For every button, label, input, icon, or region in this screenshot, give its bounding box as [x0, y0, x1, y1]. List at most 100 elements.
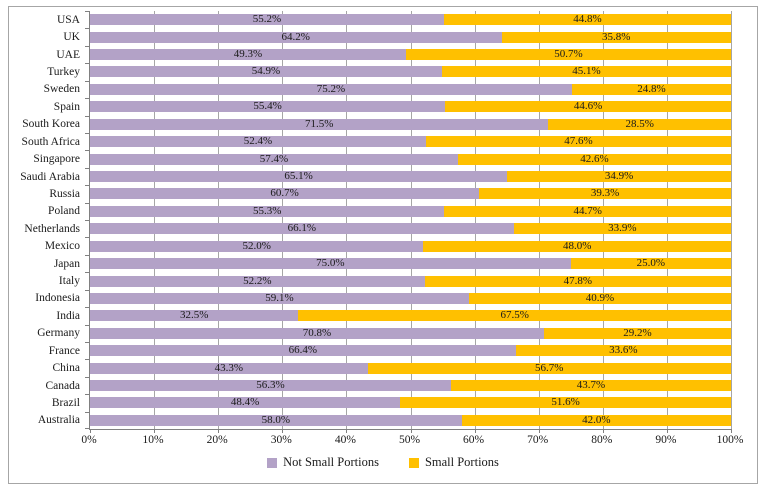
bar-value-label: 60.7% — [270, 187, 299, 200]
gridline — [731, 11, 732, 429]
bar-value-label: 39.3% — [590, 187, 620, 200]
y-axis-tick — [85, 324, 89, 326]
x-axis-tick — [346, 429, 348, 433]
bar-value-label: 25.0% — [636, 257, 666, 270]
bar-value-label: 56.7% — [535, 361, 564, 374]
bar-segment-not-small-portions: 54.9% — [90, 66, 442, 78]
bar-track: 43.3% 56.7% — [90, 361, 731, 374]
bar-value-label: 48.0% — [562, 239, 592, 252]
category-label: Netherlands — [24, 222, 80, 235]
bar-value-label: 75.0% — [316, 257, 345, 270]
bar-row: 58.0% 42.0% — [90, 412, 731, 429]
bar-segment-small-portions: 67.5% — [298, 310, 731, 322]
bar-segment-small-portions: 44.6% — [445, 100, 731, 113]
x-axis-tick — [90, 429, 91, 433]
gridline — [154, 11, 156, 429]
x-axis-tick-label: 20% — [206, 434, 228, 446]
gridline — [282, 11, 284, 429]
y-axis-tick — [85, 289, 89, 291]
category-label: USA — [56, 13, 80, 26]
bar-value-label: 43.7% — [576, 379, 606, 392]
bar-value-label: 75.2% — [316, 82, 346, 95]
category-label: China — [52, 362, 80, 375]
y-axis-tick — [85, 185, 89, 187]
bar-track: 75.2% 24.8% — [90, 82, 731, 95]
bar-track: 65.1% 34.9% — [90, 171, 731, 182]
bar-value-label: 47.8% — [563, 274, 592, 287]
y-axis-tick — [85, 376, 89, 378]
bar-row: 52.2% 47.8% — [90, 272, 731, 289]
x-axis-tick-label: 30% — [270, 434, 292, 446]
category-label: Brazil — [51, 396, 80, 409]
gridline — [602, 11, 604, 429]
category-label: Russia — [49, 187, 80, 200]
x-axis-tick — [474, 429, 476, 433]
bar-value-label: 35.8% — [602, 30, 631, 43]
bar-segment-small-portions: 28.5% — [548, 117, 731, 130]
bar-track: 60.7% 39.3% — [90, 187, 731, 200]
y-axis-tick — [85, 132, 89, 134]
bar-segment-not-small-portions: 56.3% — [90, 380, 451, 392]
category-label: UK — [63, 31, 80, 44]
x-axis-tick — [538, 429, 540, 433]
bar-segment-small-portions: 39.3% — [479, 187, 731, 200]
bar-track: 64.2% 35.8% — [90, 30, 731, 43]
plot-area: 55.2% 44.8% 64.2% 35.8% 49.3% 50.7% 54.9% 45.1%… — [85, 11, 732, 433]
bar-segment-not-small-portions: 75.0% — [90, 257, 571, 270]
gridline — [474, 11, 476, 429]
category-label: Saudi Arabia — [20, 170, 80, 183]
bar-segment-small-portions: 56.7% — [367, 361, 731, 374]
category-label: Germany — [37, 327, 80, 340]
bar-value-label: 71.5% — [304, 117, 334, 130]
bar-track: 59.1% 40.9% — [90, 291, 731, 304]
bar-segment-not-small-portions: 52.2% — [90, 275, 425, 287]
bar-value-label: 28.5% — [625, 117, 654, 130]
gridline — [410, 11, 412, 429]
bar-row: 54.9% 45.1% — [90, 63, 731, 80]
bar-row: 64.2% 35.8% — [90, 28, 731, 45]
gridline — [218, 11, 220, 429]
category-label: Australia — [37, 414, 80, 427]
bar-value-label: 34.9% — [604, 170, 634, 182]
bar-value-label: 47.6% — [564, 135, 593, 148]
category-label: Singapore — [33, 153, 80, 166]
category-label: Spain — [53, 100, 80, 113]
y-axis-tick — [85, 307, 89, 309]
bar-segment-not-small-portions: 52.4% — [90, 136, 426, 148]
category-label: Indonesia — [35, 292, 80, 305]
bar-segment-small-portions: 42.0% — [461, 414, 731, 426]
bar-row: 66.4% 33.6% — [90, 342, 731, 359]
bar-value-label: 45.1% — [572, 65, 601, 78]
bar-segment-not-small-portions: 66.4% — [90, 345, 516, 357]
bar-row: 75.2% 24.8% — [90, 81, 731, 98]
y-axis-tick — [85, 394, 89, 396]
bar-track: 57.4% 42.6% — [90, 152, 731, 165]
x-axis-tick-label: 80% — [591, 434, 613, 446]
legend-item-not-small-portions: Not Small Portions — [267, 455, 379, 470]
y-axis-tick — [85, 80, 89, 82]
x-axis-tick-label: 60% — [463, 434, 485, 446]
bar-track: 66.1% 33.9% — [90, 223, 731, 235]
y-axis-tick — [85, 150, 89, 152]
legend-swatch-not-small-portions — [267, 457, 278, 468]
bar-track: 52.0% 48.0% — [90, 239, 731, 252]
x-axis-tick — [218, 429, 220, 433]
bar-row: 66.1% 33.9% — [90, 220, 731, 237]
category-label: South Africa — [21, 135, 80, 148]
bar-segment-not-small-portions: 66.1% — [90, 223, 514, 235]
bar-segment-not-small-portions: 57.4% — [90, 152, 458, 165]
bar-value-label: 55.3% — [253, 204, 282, 217]
bar-value-label: 44.6% — [573, 100, 603, 113]
x-axis-tick — [666, 429, 668, 433]
bar-track: 49.3% 50.7% — [90, 49, 731, 61]
bar-segment-small-portions: 24.8% — [572, 83, 731, 95]
bar-row: 71.5% 28.5% — [90, 116, 731, 133]
bar-segment-not-small-portions: 55.2% — [90, 14, 444, 26]
bar-value-label: 57.4% — [259, 152, 289, 165]
bar-segment-not-small-portions: 75.2% — [90, 82, 573, 95]
bar-row: 55.4% 44.6% — [90, 98, 731, 115]
bar-value-label: 44.7% — [573, 204, 602, 217]
x-axis-tick-label: 90% — [655, 434, 677, 446]
bar-track: 55.4% 44.6% — [90, 100, 731, 113]
bar-value-label: 40.9% — [585, 291, 615, 304]
